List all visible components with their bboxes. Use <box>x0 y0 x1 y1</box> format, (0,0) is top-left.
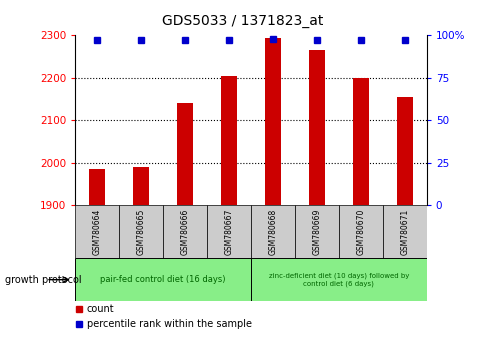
Text: GSM780671: GSM780671 <box>399 209 408 255</box>
Bar <box>265 38 280 205</box>
Bar <box>119 205 163 258</box>
Bar <box>338 205 382 258</box>
Bar <box>309 50 324 205</box>
Text: GSM780670: GSM780670 <box>356 209 364 255</box>
Bar <box>207 205 251 258</box>
Bar <box>396 97 412 205</box>
Bar <box>163 205 207 258</box>
Bar <box>352 78 368 205</box>
Text: pair-fed control diet (16 days): pair-fed control diet (16 days) <box>100 275 226 284</box>
Text: GSM780668: GSM780668 <box>268 209 277 255</box>
Bar <box>251 205 294 258</box>
Bar <box>382 205 426 258</box>
Text: GSM780665: GSM780665 <box>136 209 145 255</box>
Bar <box>177 103 192 205</box>
Text: GDS5033 / 1371823_at: GDS5033 / 1371823_at <box>162 14 322 28</box>
Bar <box>89 169 105 205</box>
Bar <box>251 258 426 301</box>
Text: zinc-deficient diet (10 days) followed by
control diet (6 days): zinc-deficient diet (10 days) followed b… <box>268 273 408 287</box>
Bar <box>221 76 236 205</box>
Text: growth protocol: growth protocol <box>5 275 81 285</box>
Text: GSM780669: GSM780669 <box>312 209 321 255</box>
Bar <box>133 167 149 205</box>
Text: GSM780667: GSM780667 <box>224 209 233 255</box>
Bar <box>294 205 338 258</box>
Text: GSM780664: GSM780664 <box>92 209 102 255</box>
Legend: count, percentile rank within the sample: count, percentile rank within the sample <box>75 304 251 329</box>
Text: GSM780666: GSM780666 <box>180 209 189 255</box>
Bar <box>75 258 251 301</box>
Bar <box>75 205 119 258</box>
